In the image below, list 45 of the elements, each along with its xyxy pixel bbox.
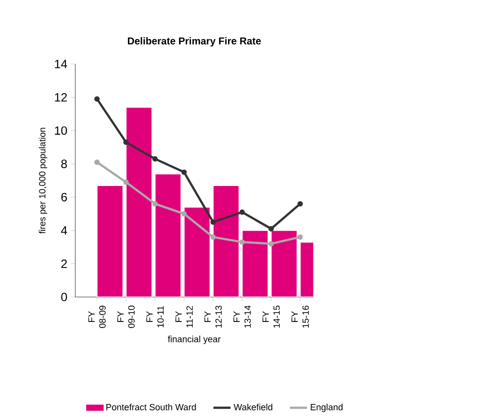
bar: [270, 230, 298, 297]
bar: [212, 184, 240, 297]
x-tick-label: FY 13-14: [233, 306, 251, 328]
point: [94, 96, 100, 102]
x-axis-title: financial year: [168, 336, 221, 344]
x-tick-label: FY 08-09: [88, 306, 106, 328]
point: [152, 156, 158, 162]
point: [123, 179, 129, 185]
y-tick-label: 14: [54, 60, 68, 68]
bar: [126, 106, 153, 297]
legend-label: Wakefield: [234, 404, 272, 410]
x-tick-label: FY 11-12: [175, 306, 193, 328]
x-tick-label: FY 14-15: [262, 306, 280, 328]
legend-label: England: [310, 404, 343, 412]
y-tick-label: 8: [61, 160, 67, 168]
y-tick-label: 12: [54, 93, 67, 102]
point: [239, 209, 245, 215]
point: [239, 239, 245, 245]
y-tick-label: 10: [54, 126, 67, 135]
bar: [154, 173, 182, 297]
y-tick-label: 6: [61, 192, 67, 202]
point: [268, 241, 274, 246]
legend-label: Pontefract South Ward: [106, 404, 196, 410]
y-tick-label: 0: [61, 292, 67, 302]
y-tick-label: 2: [61, 260, 67, 268]
point: [123, 140, 129, 145]
y-axis-title: fires per 10,000 population: [38, 128, 48, 234]
bar: [242, 230, 269, 297]
point: [297, 234, 303, 240]
point: [152, 201, 158, 206]
point: [210, 234, 216, 240]
point: [181, 211, 187, 216]
x-tick-label: FY 15-16: [292, 306, 309, 328]
x-tick-label: FY 12-13: [204, 306, 222, 328]
bar: [96, 184, 124, 297]
point: [297, 201, 303, 206]
point: [210, 219, 216, 225]
chart-title: Deliberate Primary Fire Rate: [128, 37, 261, 46]
x-tick-label: FY 10-11: [146, 306, 164, 328]
point: [268, 226, 274, 232]
point: [181, 169, 187, 175]
bar: [184, 206, 211, 297]
x-tick-label: FY 09-10: [117, 306, 135, 328]
point: [94, 159, 100, 165]
y-tick-label: 4: [61, 226, 68, 235]
